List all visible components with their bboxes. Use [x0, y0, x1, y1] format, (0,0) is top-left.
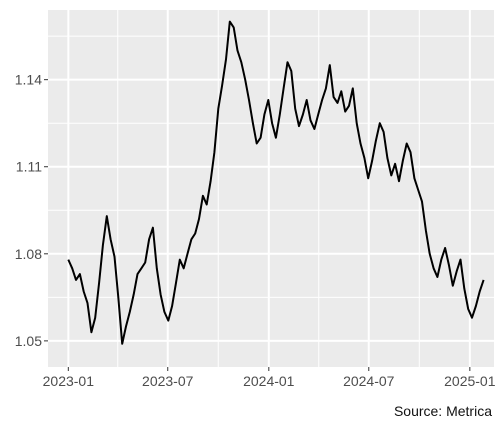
axis-ticks [44, 79, 471, 371]
y-tick-label: 1.11 [16, 159, 42, 175]
x-tick-label: 2024-07 [343, 373, 395, 389]
source-caption: Source: Metrica [394, 403, 492, 419]
y-tick-label: 1.08 [15, 246, 42, 262]
series-line [67, 20, 485, 345]
major-gridlines [48, 10, 494, 367]
minor-gridlines [48, 10, 494, 367]
x-tick-label: 2024-01 [243, 373, 295, 389]
x-tick-label: 2023-01 [43, 373, 95, 389]
y-axis-tick-labels: 1.05 1.08 1.11 1.14 [15, 72, 42, 349]
plot-panel [48, 10, 494, 367]
x-tick-label: 2023-07 [142, 373, 194, 389]
x-tick-label: 2025-01 [444, 373, 496, 389]
y-tick-label: 1.14 [15, 72, 42, 88]
y-tick-label: 1.05 [15, 333, 42, 349]
x-axis-tick-labels: 2023-01 2023-07 2024-01 2024-07 2025-01 [43, 373, 496, 389]
